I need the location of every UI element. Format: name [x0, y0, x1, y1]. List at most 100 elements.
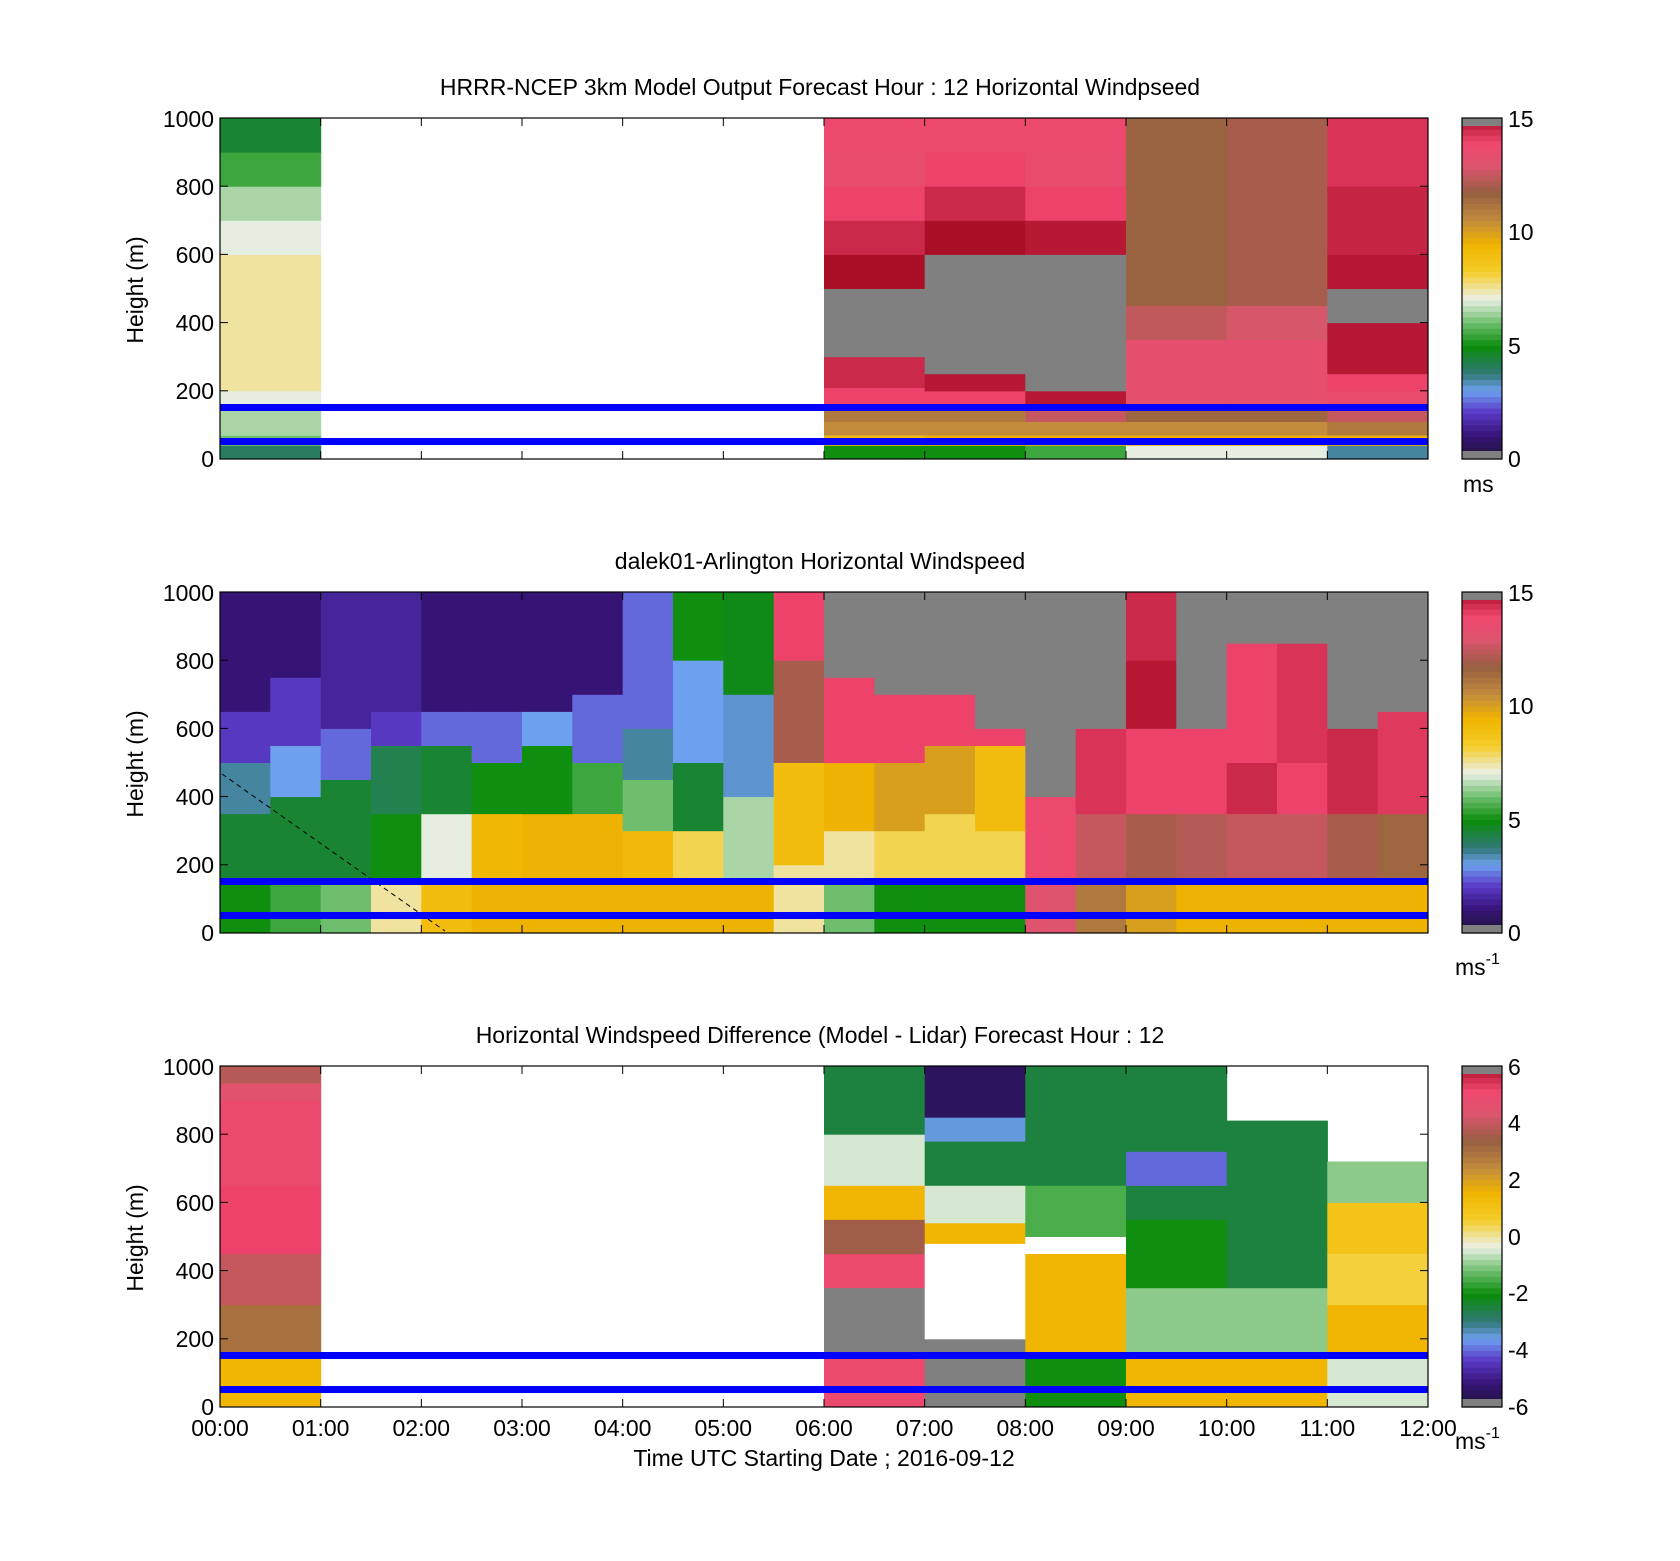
colorbar-swatch [1462, 362, 1502, 369]
colorbar-swatch [1462, 1355, 1502, 1363]
colorbar-swatch [1462, 288, 1502, 295]
heatmap-cell [824, 677, 875, 764]
heatmap-cell [471, 762, 523, 815]
colorbar-swatch [1462, 254, 1502, 261]
heatmap-cell [773, 864, 825, 934]
colorbar-swatch [1462, 140, 1502, 148]
heatmap-cell [1176, 728, 1228, 815]
colorbar-swatch [1462, 751, 1502, 758]
heatmap-cell [220, 220, 322, 255]
heatmap-cell [1025, 592, 1077, 798]
heatmap-cell [1075, 728, 1127, 815]
colorbar-tick-label: 15 [1508, 106, 1534, 132]
heatmap-cell [1226, 407, 1328, 422]
heatmap-cell [924, 1066, 1026, 1118]
heatmap-cell [924, 254, 1026, 375]
colorbar-lidar [1462, 592, 1502, 934]
heatmap-cell [270, 677, 322, 746]
heatmap-cell [220, 152, 322, 187]
heatmap-cell [1226, 421, 1328, 436]
colorbar-tick-label: 5 [1508, 807, 1521, 833]
colorbar-tick-label: 0 [1508, 446, 1521, 472]
heatmap-cell [1277, 643, 1328, 763]
colorbar-swatch [1462, 699, 1502, 707]
colorbar-swatch [1462, 169, 1502, 176]
colorbar-swatch [1462, 734, 1502, 741]
heatmap-cell [220, 762, 271, 815]
y-axis-label-lidar: Height (m) [122, 710, 148, 817]
colorbar-swatch [1462, 1100, 1502, 1107]
heatmap-cell [924, 421, 1026, 436]
colorbar-swatch [1462, 1310, 1502, 1317]
colorbar-swatch [1462, 745, 1502, 752]
colorbar-swatch [1462, 1384, 1502, 1391]
colorbar-tick-label: 6 [1508, 1054, 1521, 1080]
colorbar-frame-lidar [1461, 591, 1503, 934]
colorbar-unit-difference: ms-1 [1455, 1425, 1500, 1454]
y-tick-labels-lidar: 0 200 400 600 800 1000 [163, 580, 214, 946]
colorbar-swatch [1462, 345, 1502, 352]
colorbar-end-cap [1462, 1399, 1502, 1407]
x-tick-label: 00:00 [191, 1415, 249, 1441]
x-tick-label: 09:00 [1097, 1415, 1155, 1441]
colorbar-swatch [1462, 853, 1502, 860]
heatmap-cell [824, 1185, 926, 1220]
colorbar-swatch [1462, 717, 1502, 724]
heatmap-cell [1327, 1161, 1429, 1203]
heatmap-cell [1126, 660, 1177, 729]
colorbar-unit-superscript: -1 [1486, 1425, 1500, 1442]
heatmap-cell [1025, 445, 1127, 460]
colorbar-swatch [1462, 859, 1502, 866]
colorbar-swatch [1462, 807, 1502, 815]
heatmap-cell [1327, 881, 1379, 934]
heatmap-cell [924, 592, 976, 695]
colorbar-tick-label: -2 [1508, 1280, 1528, 1306]
colorbar-swatch [1462, 441, 1502, 449]
y-tick-label: 800 [176, 174, 214, 200]
heatmap-cell [673, 762, 724, 832]
heatmap-cell [270, 745, 322, 798]
heatmap-cell [220, 881, 271, 934]
colorbar-swatch [1462, 728, 1502, 735]
y-axis-label-difference: Height (m) [122, 1184, 148, 1291]
colorbar-swatch [1462, 609, 1502, 616]
heatmap-cell [1126, 1151, 1228, 1186]
heatmap-cell [723, 694, 775, 798]
colorbar-swatch [1462, 1333, 1502, 1340]
colorbar-swatch [1462, 282, 1502, 290]
colorbar-swatch [1462, 1304, 1502, 1311]
colorbar-difference [1462, 1066, 1502, 1408]
colorbar-unit-text: ms [1463, 471, 1494, 497]
colorbar-swatch [1462, 870, 1502, 877]
heatmap-cell [773, 592, 825, 661]
colorbar-swatch [1462, 1094, 1502, 1101]
y-tick-label: 200 [176, 1326, 214, 1352]
colorbar-model [1462, 118, 1502, 460]
heatmap-cell [1226, 445, 1328, 460]
colorbar-swatch [1462, 1139, 1502, 1147]
colorbar-swatch [1462, 887, 1502, 894]
colorbar-swatch [1462, 311, 1502, 318]
heatmap-cell [1226, 118, 1328, 306]
colorbar-swatch [1462, 271, 1502, 278]
heatmap-cell [572, 694, 624, 763]
colorbar-swatch [1462, 1253, 1502, 1260]
colorbar-frame-difference [1461, 1065, 1503, 1408]
colorbar-swatch [1462, 694, 1502, 701]
colorbar-swatch [1462, 819, 1502, 826]
colorbar-tick-label: 0 [1508, 920, 1521, 946]
colorbar-swatch [1462, 603, 1502, 610]
heatmap-cell [975, 881, 1026, 934]
heatmap-cell [522, 813, 573, 883]
heatmap-cell [471, 881, 523, 934]
colorbar-swatch [1462, 1162, 1502, 1169]
heatmap-cell [1226, 339, 1328, 409]
heatmap-cell [924, 813, 976, 883]
heatmap-cell [824, 1355, 926, 1408]
heatmap-cell [371, 711, 422, 746]
heatmap-cell [320, 881, 372, 934]
heatmap-cell [1126, 1066, 1228, 1152]
heatmap-cell [1025, 1066, 1127, 1186]
colorbar-swatch [1462, 847, 1502, 855]
x-tick-label: 05:00 [695, 1415, 753, 1441]
